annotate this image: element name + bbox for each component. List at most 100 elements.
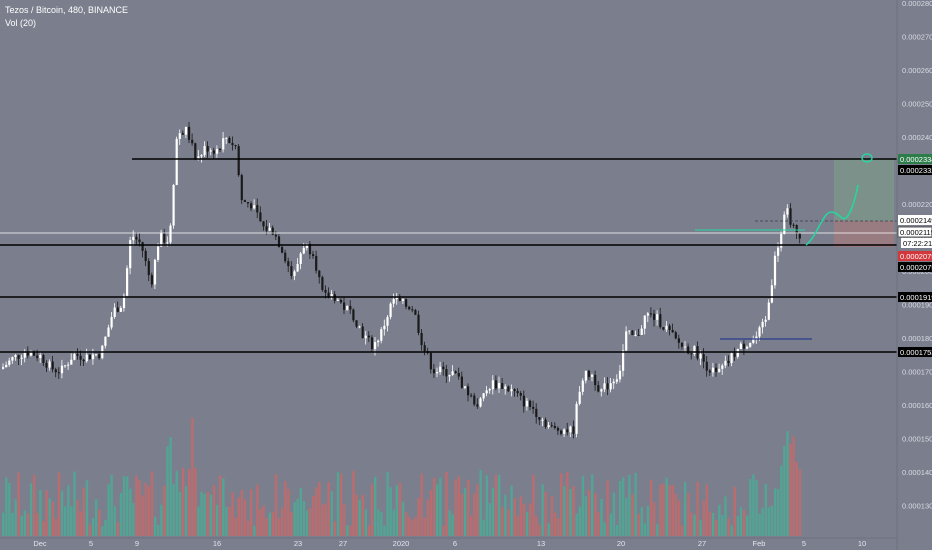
candle-body <box>687 346 690 354</box>
volume-bar <box>178 491 182 536</box>
volume-bar <box>429 489 433 536</box>
volume-bar <box>622 477 625 536</box>
volume-bar <box>302 501 306 536</box>
candle-body <box>284 252 287 262</box>
volume-bar <box>42 521 45 536</box>
symbol-title[interactable]: Tezos / Bitcoin, 480, BINANCE <box>5 5 129 15</box>
volume-bar <box>274 474 278 536</box>
candle-body <box>498 383 501 389</box>
candle-body <box>783 214 786 234</box>
volume-bar <box>17 472 20 536</box>
candle-body <box>631 330 634 336</box>
candle-body <box>699 354 702 359</box>
candle-body <box>606 383 609 390</box>
volume-bar <box>91 517 95 536</box>
price-tag-background <box>898 154 932 164</box>
candle-body <box>742 343 746 349</box>
volume-bar <box>488 503 492 536</box>
candle-body <box>470 395 473 397</box>
volume-bar <box>157 524 160 536</box>
volume-bar <box>330 491 333 536</box>
price-tag-label: 0.0002075 <box>900 252 932 261</box>
price-tick-label: 0.0001300 <box>902 502 932 511</box>
candle-body <box>51 361 54 370</box>
date-tick-label: Dec <box>33 539 47 548</box>
volume-bar <box>721 515 724 536</box>
candle-body <box>166 242 169 244</box>
candle-body <box>237 146 240 176</box>
candle-body <box>79 355 82 360</box>
volume-bar <box>60 490 64 536</box>
volume-indicator-label[interactable]: Vol (20) <box>5 18 37 28</box>
volume-bar <box>150 471 154 536</box>
volume-bar <box>606 480 609 536</box>
volume-bar <box>491 487 495 536</box>
position-tool[interactable] <box>834 158 894 247</box>
candle-body <box>76 353 79 356</box>
volume-bar <box>485 475 488 536</box>
volume-bar <box>160 504 163 536</box>
candle-body <box>460 376 463 388</box>
volume-bar <box>262 505 265 536</box>
candle-body <box>138 239 141 243</box>
candle-body <box>473 395 476 405</box>
candle-body <box>305 243 308 248</box>
volume-bar <box>327 482 330 536</box>
candle-body <box>64 365 67 367</box>
volume-bar <box>668 485 671 536</box>
volume-bar <box>473 493 476 536</box>
volume-bar <box>408 516 411 536</box>
volume-bar <box>222 478 225 536</box>
volume-bar <box>20 515 23 536</box>
candle-body <box>57 372 60 374</box>
date-tick-label: 27 <box>339 539 347 548</box>
volume-bar <box>470 515 473 536</box>
volume-bar <box>454 479 457 536</box>
volume-bar <box>113 506 116 536</box>
candle-body <box>516 391 519 394</box>
volume-bar <box>578 506 581 536</box>
volume-bar <box>711 512 715 536</box>
volume-bar <box>250 489 253 536</box>
candle-body <box>711 367 715 373</box>
candle-body <box>160 233 163 247</box>
candle-body <box>377 340 380 343</box>
candle-body <box>5 364 8 368</box>
candle-body <box>352 309 355 321</box>
candle-body <box>414 309 417 315</box>
volume-bar <box>33 475 36 536</box>
candle-body <box>364 335 367 339</box>
candle-body <box>85 354 88 362</box>
candle-body <box>234 145 237 147</box>
volume-bar <box>57 472 61 536</box>
candle-body <box>578 391 581 404</box>
volume-bar <box>318 482 321 536</box>
volume-bar <box>101 525 104 536</box>
candle-body <box>556 427 560 431</box>
candle-body <box>547 425 550 427</box>
candle-body <box>42 355 45 364</box>
volume-bar <box>367 525 371 536</box>
volume-bar <box>792 436 795 536</box>
volume-bar <box>777 489 780 536</box>
candle-body <box>243 200 246 203</box>
volume-bar <box>383 525 386 536</box>
candle-body <box>491 380 494 390</box>
volume-bar <box>234 517 237 536</box>
volume-bar <box>519 496 523 536</box>
candle-body <box>250 203 253 209</box>
volume-bar <box>572 486 575 536</box>
candle-body <box>144 250 147 262</box>
drawings[interactable] <box>0 153 897 353</box>
volume-bar <box>231 492 234 536</box>
candle-body <box>479 398 482 407</box>
candle-body <box>436 372 439 374</box>
volume-bar <box>14 499 17 536</box>
candles <box>2 121 801 439</box>
candle-body <box>501 383 504 389</box>
candle-body <box>432 369 436 374</box>
volume-bar <box>553 512 557 536</box>
candle-body <box>767 302 770 320</box>
